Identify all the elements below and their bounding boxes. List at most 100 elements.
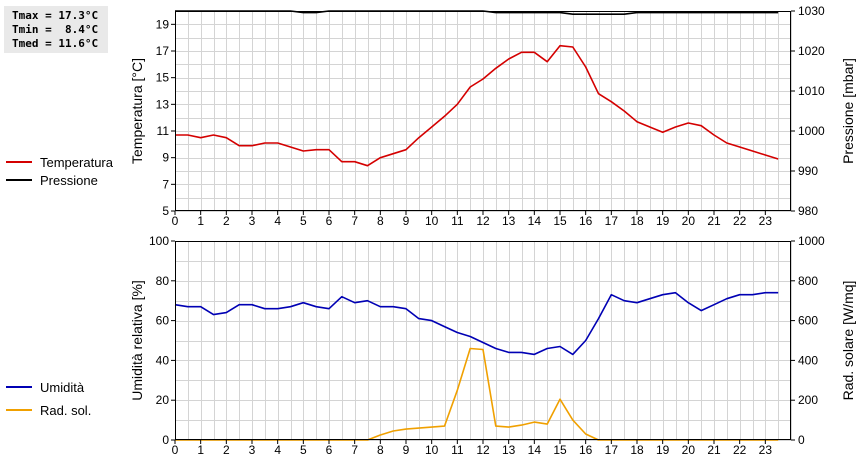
y-tick-label: 11 <box>157 124 170 138</box>
y-tick-label: 15 <box>156 71 170 85</box>
x-tick-label: 23 <box>759 443 773 457</box>
y2-tick-label: 1010 <box>798 84 825 98</box>
x-tick-label: 15 <box>553 443 567 457</box>
y2-axis-title: Rad. solare [W/mq] <box>840 281 856 401</box>
x-tick-label: 22 <box>733 443 747 457</box>
x-tick-label: 8 <box>377 214 384 228</box>
x-tick-label: 13 <box>502 214 516 228</box>
legend-pressione: Pressione <box>6 172 98 188</box>
y-tick-label: 7 <box>162 177 169 191</box>
legend-temperatura: Temperatura <box>6 154 113 170</box>
x-tick-label: 15 <box>553 214 567 228</box>
y2-tick-label: 980 <box>798 204 818 218</box>
legend-umidita: Umidità <box>6 379 84 395</box>
x-tick-label: 19 <box>656 214 670 228</box>
x-tick-label: 16 <box>579 214 593 228</box>
series-line-umidit <box>174 291 779 356</box>
x-tick-label: 5 <box>300 443 307 457</box>
y2-tick-label: 1000 <box>798 234 825 248</box>
plot-frame <box>175 241 791 440</box>
x-tick-label: 17 <box>605 214 619 228</box>
y-tick-label: 20 <box>156 393 170 407</box>
x-tick-label: 5 <box>300 214 307 228</box>
y-tick-label: 80 <box>156 274 170 288</box>
x-tick-label: 2 <box>223 443 230 457</box>
plot-frame <box>175 11 791 211</box>
x-tick-label: 4 <box>274 443 281 457</box>
x-tick-label: 21 <box>707 214 721 228</box>
x-tick-label: 13 <box>502 443 516 457</box>
x-tick-label: 19 <box>656 443 670 457</box>
tmed-text: Tmed = 11.6°C <box>12 37 99 50</box>
x-tick-label: 7 <box>351 214 358 228</box>
y2-tick-label: 1000 <box>798 124 825 138</box>
y-axis-title: Umidità relativa [%] <box>129 280 145 401</box>
x-tick-label: 7 <box>351 443 358 457</box>
x-tick-label: 0 <box>172 443 179 457</box>
y-axis-title: Temperatura [°C] <box>129 58 145 164</box>
series-line-temperatura <box>175 44 779 167</box>
x-tick-label: 2 <box>223 214 230 228</box>
x-tick-label: 22 <box>733 214 747 228</box>
x-tick-label: 10 <box>425 443 439 457</box>
x-tick-label: 3 <box>249 214 256 228</box>
y-tick-label: 100 <box>149 234 169 248</box>
x-tick-label: 4 <box>274 214 281 228</box>
x-tick-label: 9 <box>403 214 410 228</box>
y-tick-label: 60 <box>156 314 170 328</box>
x-tick-label: 10 <box>425 214 439 228</box>
x-tick-label: 12 <box>476 443 490 457</box>
x-tick-label: 18 <box>630 214 644 228</box>
x-tick-label: 14 <box>528 214 542 228</box>
y-tick-label: 9 <box>162 151 169 165</box>
x-tick-label: 11 <box>451 214 464 228</box>
legend-umidita-label: Umidità <box>40 379 85 395</box>
y2-tick-label: 400 <box>798 353 818 367</box>
tmin-text: Tmin = 8.4°C <box>12 23 99 36</box>
x-tick-label: 12 <box>476 214 490 228</box>
legend-temperatura-swatch <box>6 161 32 163</box>
y2-tick-label: 1020 <box>798 44 825 58</box>
tmax-text: Tmax = 17.3°C <box>12 9 99 22</box>
legend-pressione-label: Pressione <box>40 172 98 188</box>
x-tick-label: 18 <box>630 443 644 457</box>
x-tick-label: 21 <box>707 443 721 457</box>
x-tick-label: 3 <box>249 443 256 457</box>
y-tick-label: 40 <box>156 353 170 367</box>
summary-box: Tmax = 17.3°C Tmin = 8.4°C Tmed = 11.6°C <box>4 6 108 53</box>
x-tick-label: 23 <box>759 214 773 228</box>
y2-tick-label: 1030 <box>798 4 825 18</box>
legend-temperatura-label: Temperatura <box>40 154 113 170</box>
x-tick-label: 6 <box>326 443 333 457</box>
y-tick-label: 17 <box>156 44 170 58</box>
x-tick-label: 17 <box>605 443 619 457</box>
y2-axis-title: Pressione [mbar] <box>840 58 856 164</box>
legend-radsol: Rad. sol. <box>6 402 91 418</box>
y2-tick-label: 600 <box>798 314 818 328</box>
chart-panel-2: 0 1 2 3 4 5 6 7 8 9 10 11 12 13 14 15 16 17 18 19 20 21 22 2302… <box>129 234 856 457</box>
x-tick-label: 20 <box>682 214 696 228</box>
x-tick-label: 16 <box>579 443 593 457</box>
legend-radsol-swatch <box>6 409 32 411</box>
y2-tick-label: 0 <box>798 433 805 447</box>
x-tick-label: 0 <box>172 214 179 228</box>
y-tick-label: 13 <box>156 97 170 111</box>
x-tick-label: 9 <box>403 443 410 457</box>
x-tick-label: 14 <box>528 443 542 457</box>
x-tick-label: 20 <box>682 443 696 457</box>
y-tick-label: 5 <box>162 204 169 218</box>
x-tick-label: 1 <box>197 214 204 228</box>
x-tick-label: 1 <box>197 443 204 457</box>
y2-tick-label: 200 <box>798 393 818 407</box>
y2-tick-label: 990 <box>798 164 818 178</box>
legend-radsol-label: Rad. sol. <box>40 402 92 418</box>
x-tick-label: 11 <box>451 443 464 457</box>
legend-pressione-swatch <box>6 179 32 181</box>
legend-umidita-swatch <box>6 386 32 388</box>
y2-tick-label: 800 <box>798 274 818 288</box>
y-tick-label: 19 <box>156 17 170 31</box>
y-tick-label: 0 <box>162 433 169 447</box>
x-tick-label: 6 <box>326 214 333 228</box>
x-tick-label: 8 <box>377 443 384 457</box>
